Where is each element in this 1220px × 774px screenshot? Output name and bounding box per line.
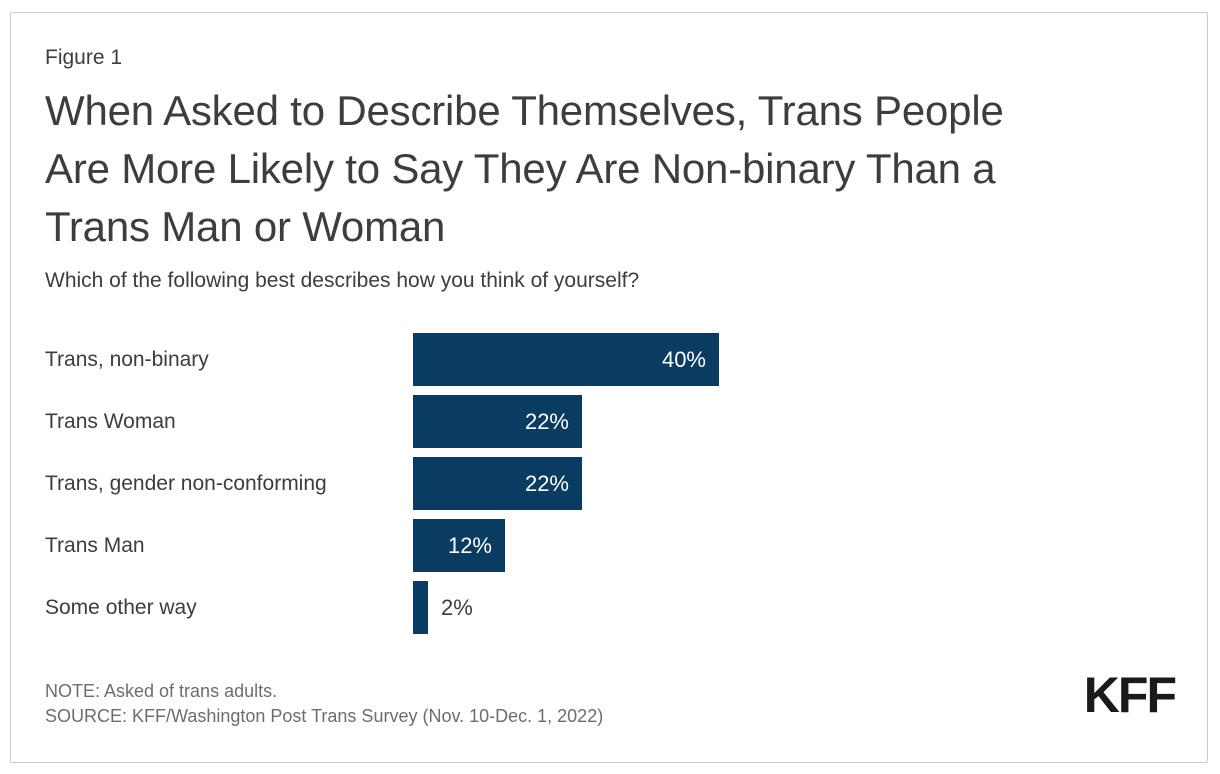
bar-area: 2% [413,581,1173,634]
category-label: Trans, gender non-conforming [45,471,327,495]
chart-row: Trans, non-binary 40% [45,333,1173,386]
chart-question: Which of the following best describes ho… [45,269,640,292]
chart-row: Trans Woman 22% [45,395,1173,448]
bar-chart: Trans, non-binary 40% Trans Woman 22% Trans,… [45,333,1173,643]
chart-row: Trans Man 12% [45,519,1173,572]
note-text: NOTE: Asked of trans adults. [45,681,278,701]
category-label: Some other way [45,595,197,619]
value-label: 22% [524,470,569,496]
category-label: Trans Woman [45,409,176,433]
bar: 40% [413,333,719,386]
category-label: Trans, non-binary [45,347,209,371]
figure-label: Figure 1 [45,46,123,69]
figure-card: Figure 1 When Asked to Describe Themselv… [10,12,1208,763]
value-label: 40% [661,346,706,372]
kff-logo: KFF [1083,667,1177,723]
chart-title-line-1: When Asked to Describe Themselves, Trans… [45,87,1004,134]
category-label: Trans Man [45,533,145,557]
bar: 22% [413,395,582,448]
bar: 12% [413,519,505,572]
bar-area: 12% [413,519,1173,572]
bar-area: 40% [413,333,1173,386]
chart-title: When Asked to Describe Themselves, Trans… [45,82,1004,256]
chart-title-line-3: Trans Man or Woman [45,203,446,250]
source-text: SOURCE: KFF/Washington Post Trans Survey… [45,706,604,726]
value-label: 12% [447,532,492,558]
footer-notes: NOTE: Asked of trans adults. SOURCE: KFF… [45,679,603,729]
bar [413,581,428,634]
bar-area: 22% [413,395,1173,448]
chart-row: Some other way 2% [45,581,1173,634]
bar: 22% [413,457,582,510]
value-label: 2% [441,594,473,620]
chart-row: Trans, gender non-conforming 22% [45,457,1173,510]
chart-title-line-2: Are More Likely to Say They Are Non-bina… [45,145,996,192]
value-label: 22% [524,408,569,434]
bar-area: 22% [413,457,1173,510]
